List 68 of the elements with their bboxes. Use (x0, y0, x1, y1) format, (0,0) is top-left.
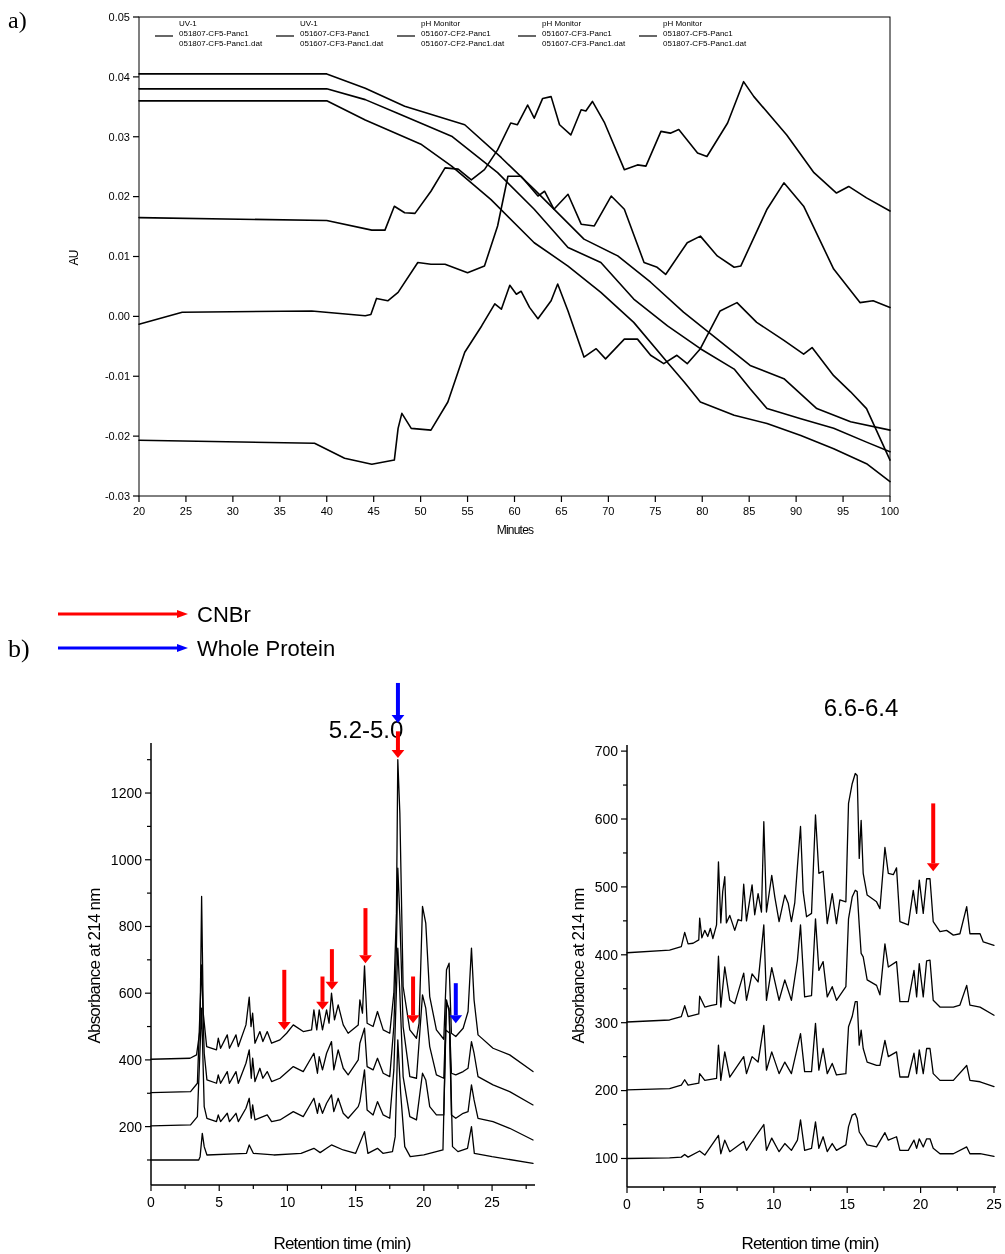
chart-title: 5.2-5.0 (328, 716, 404, 743)
x-tick-label: 10 (279, 1194, 296, 1210)
legend-label: UV-1 051807-CF5-Panc1 051807-CF5-Panc1.dat (179, 19, 263, 48)
y-tick-label: 1200 (110, 784, 143, 801)
legend-label: pH Monitor 051607-CF2-Panc1 051607-CF2-Panc1.dat (421, 19, 505, 48)
y-tick-label: 0.00 (108, 310, 130, 323)
y-tick-label: 100 (594, 1150, 619, 1167)
y-tick-label: 400 (594, 946, 619, 963)
x-tick-label: 0 (147, 1194, 156, 1210)
y-tick-label: 1000 (110, 851, 143, 868)
x-tick-label: 80 (696, 505, 709, 517)
y-tick-label: 400 (118, 1051, 143, 1068)
x-tick-label: 30 (226, 505, 239, 517)
x-tick-label: 75 (649, 505, 662, 517)
y-tick-label: 500 (594, 878, 619, 895)
text: Whole Protein (197, 636, 336, 661)
x-tick-label: 45 (367, 505, 380, 517)
y-tick-label: 700 (594, 743, 619, 760)
x-tick-label: 20 (132, 505, 146, 517)
x-tick-label: 0 (623, 1196, 632, 1212)
x-tick-label: 10 (766, 1196, 782, 1212)
y-axis-title: AU (67, 250, 81, 266)
x-tick-label: 35 (273, 505, 286, 517)
y-tick-label: 200 (594, 1082, 619, 1099)
x-axis-title: Retention time (min) (273, 1234, 411, 1253)
y-axis-title: Absorbance at 214 nm (85, 887, 104, 1044)
y-tick-label: 600 (594, 810, 619, 827)
chart-title: 6.6-6.4 (823, 694, 899, 721)
x-tick-label: 85 (743, 505, 756, 517)
y-tick-label: 800 (118, 918, 143, 935)
y-tick-label: 0.01 (108, 250, 130, 263)
y-tick-label: 200 (118, 1118, 143, 1135)
legend-label: UV-1 051607-CF3-Panc1 051607-CF3-Panc1.dat (300, 19, 384, 48)
x-tick-label: 25 (484, 1194, 501, 1210)
x-tick-label: 20 (912, 1196, 929, 1212)
y-tick-label: -0.01 (104, 370, 130, 383)
x-tick-label: 15 (839, 1196, 856, 1212)
x-tick-label: 65 (555, 505, 568, 517)
y-tick-label: 300 (594, 1014, 619, 1031)
x-tick-label: 100 (880, 505, 900, 517)
y-tick-label: 0.04 (108, 70, 130, 83)
x-axis-title: Retention time (min) (741, 1234, 879, 1253)
x-tick-label: 70 (602, 505, 615, 517)
x-axis-title: Minutes (496, 523, 535, 537)
y-tick-label: 0.05 (108, 10, 130, 23)
y-axis-title: Absorbance at 214 nm (569, 887, 588, 1044)
x-tick-label: 25 (986, 1196, 1002, 1212)
x-tick-label: 15 (347, 1194, 364, 1210)
x-tick-label: 25 (179, 505, 193, 517)
text: CNBr (197, 602, 251, 627)
x-tick-label: 95 (836, 505, 850, 517)
x-tick-label: 5 (696, 1196, 705, 1212)
y-tick-label: -0.03 (104, 489, 130, 502)
y-tick-label: -0.02 (104, 429, 130, 442)
x-tick-label: 20 (416, 1194, 432, 1210)
y-tick-label: 600 (118, 985, 143, 1002)
x-tick-label: 60 (508, 505, 521, 517)
y-tick-label: 0.03 (108, 130, 130, 143)
x-tick-label: 90 (790, 505, 803, 517)
text: a) (8, 7, 27, 33)
x-tick-label: 40 (320, 505, 333, 517)
x-tick-label: 5 (215, 1194, 224, 1210)
text: b) (8, 634, 30, 663)
x-tick-label: 50 (414, 505, 427, 517)
legend-label: pH Monitor 051607-CF3-Panc1 051607-CF3-Panc1.dat (542, 19, 626, 48)
y-tick-label: 0.02 (108, 190, 130, 203)
legend-label: pH Monitor 051807-CF5-Panc1 051807-CF5-Panc1.dat (663, 19, 747, 48)
x-tick-label: 55 (461, 505, 474, 517)
